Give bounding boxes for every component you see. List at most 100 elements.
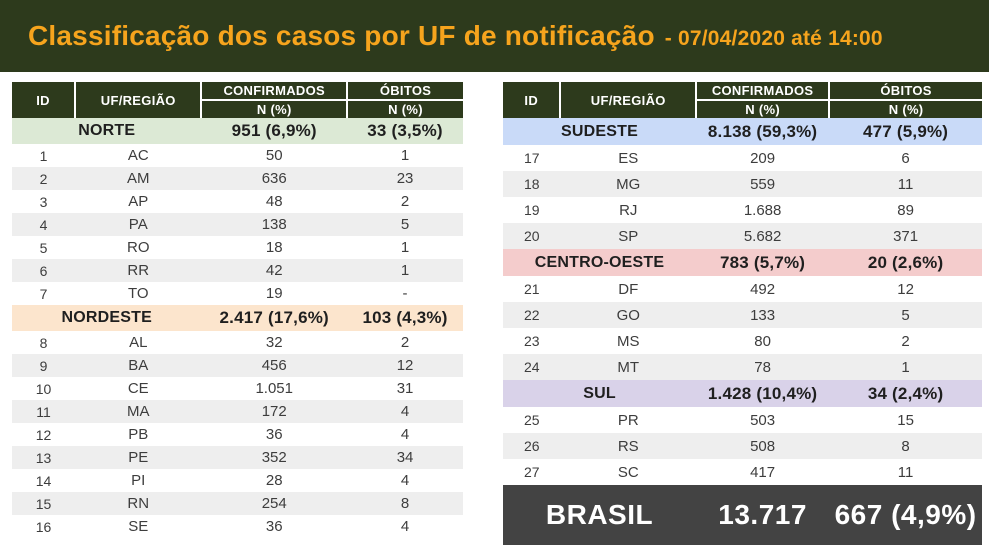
row-deaths-value: 34	[396, 449, 414, 466]
row-id: 17	[523, 150, 540, 166]
table-row: 5 RO 18 1	[12, 236, 463, 259]
row-id: 2	[39, 170, 48, 187]
row-id: 21	[523, 281, 540, 297]
region-deaths-value: 477 (5,9%)	[863, 121, 949, 141]
region-deaths-value: 20 (2,6%)	[867, 252, 944, 272]
row-id: 15	[35, 495, 52, 512]
page-subtitle: - 07/04/2020 até 14:00	[664, 27, 883, 50]
row-uf: PE	[128, 449, 149, 466]
row-id: 9	[39, 357, 48, 374]
row-uf: RR	[127, 262, 150, 279]
table-row: 26 RS 508 8	[503, 433, 982, 459]
row-uf: MG	[616, 175, 641, 193]
region-row: SUL 1.428 (10,4%) 34 (2,4%)	[503, 380, 982, 407]
row-deaths-value: 12	[396, 357, 414, 374]
column-header-obitos: ÓBITOS	[829, 82, 982, 101]
table-row: 16 SE 36 4	[12, 515, 463, 538]
row-deaths-value: 23	[396, 170, 414, 187]
region-row: CENTRO-OESTE 783 (5,7%) 20 (2,6%)	[503, 249, 982, 276]
uf-cases-table: ID UF/REGIÃO CONFIRMADOS ÓBITOS N (%) N (%) NO…	[12, 82, 463, 538]
row-uf: SE	[128, 518, 149, 535]
row-id: 12	[35, 426, 52, 443]
row-deaths-value: 2	[400, 193, 410, 210]
row-uf: PA	[128, 216, 148, 233]
row-confirmed-value: 28	[265, 472, 283, 489]
table-row: 24 MT 78 1	[503, 354, 982, 380]
row-confirmed-value: 19	[265, 285, 283, 302]
row-uf: AL	[129, 334, 148, 351]
row-confirmed-value: 32	[265, 334, 283, 351]
row-uf: RS	[617, 437, 639, 455]
row-confirmed-value: 503	[750, 411, 776, 429]
row-confirmed-value: 36	[265, 426, 283, 443]
region-confirmed-value: 2.417 (17,6%)	[219, 308, 329, 327]
row-id: 27	[523, 464, 540, 480]
row-deaths-value: 1	[400, 239, 410, 256]
uf-cases-table: ID UF/REGIÃO CONFIRMADOS ÓBITOS N (%) N (%) SU…	[503, 82, 982, 545]
row-id: 8	[39, 334, 48, 351]
row-confirmed-value: 209	[750, 149, 776, 167]
region-row: SUDESTE 8.138 (59,3%) 477 (5,9%)	[503, 118, 982, 145]
region-confirmed-value: 8.138 (59,3%)	[707, 121, 818, 141]
table-row: 15 RN 254 8	[12, 492, 463, 515]
table-row: 4 PA 138 5	[12, 213, 463, 236]
region-deaths-value: 34 (2,4%)	[867, 383, 944, 403]
row-confirmed-value: 1.051	[255, 380, 293, 397]
row-id: 19	[523, 202, 540, 218]
table-row: 18 MG 559 11	[503, 171, 982, 197]
table-body: SUDESTE 8.138 (59,3%) 477 (5,9%) 17 ES 209 6 18…	[503, 118, 982, 545]
column-header-uf-regiao: UF/REGIÃO	[75, 82, 203, 118]
row-id: 20	[523, 228, 540, 244]
row-uf: MT	[617, 358, 640, 376]
row-uf: CE	[127, 380, 149, 397]
column-header-confirmados: CONFIRMADOS	[696, 82, 831, 101]
row-deaths-value: 5	[400, 216, 410, 233]
row-uf: PB	[128, 426, 149, 443]
row-uf: BA	[128, 357, 149, 374]
region-confirmed-value: 951 (6,9%)	[231, 121, 317, 140]
table-row: 25 PR 503 15	[503, 407, 982, 433]
row-confirmed-value: 254	[261, 495, 287, 512]
region-deaths-value: 103 (4,3%)	[362, 308, 448, 327]
row-id: 10	[35, 380, 52, 397]
region-deaths-value: 33 (3,5%)	[367, 121, 443, 140]
region-label: SUL	[583, 384, 616, 402]
row-confirmed-value: 42	[265, 262, 283, 279]
row-uf: TO	[127, 285, 149, 302]
row-deaths-value: 2	[400, 334, 410, 351]
row-confirmed-value: 18	[265, 239, 283, 256]
region-label: NORDESTE	[61, 309, 152, 326]
cases-table-right: ID UF/REGIÃO CONFIRMADOS ÓBITOS N (%) N (%) SU…	[503, 82, 982, 545]
column-header-id: ID	[12, 82, 77, 118]
row-id: 18	[523, 176, 540, 192]
row-confirmed-value: 559	[750, 175, 776, 193]
row-deaths-value: 4	[400, 518, 410, 535]
row-deaths-value: 11	[897, 463, 914, 481]
region-confirmed-value: 1.428 (10,4%)	[707, 383, 818, 403]
row-uf: RJ	[619, 201, 638, 219]
row-id: 1	[39, 147, 48, 164]
table-row: 17 ES 209 6	[503, 145, 982, 171]
row-uf: RN	[127, 495, 150, 512]
row-id: 6	[39, 262, 48, 279]
row-confirmed-value: 80	[754, 332, 771, 350]
brasil-total-row: BRASIL 13.717 667 (4,9%)	[503, 485, 982, 545]
row-uf: MS	[616, 332, 640, 350]
row-deaths-value: 15	[897, 411, 914, 429]
row-uf: AP	[128, 193, 149, 210]
region-label: SUDESTE	[561, 122, 638, 140]
row-uf: PI	[131, 472, 146, 489]
row-confirmed-value: 78	[754, 358, 771, 376]
row-deaths-value: 4	[400, 403, 410, 420]
subheader-n-pct: N (%)	[347, 100, 463, 118]
row-id: 22	[523, 307, 540, 323]
region-row: NORTE 951 (6,9%) 33 (3,5%)	[12, 118, 463, 144]
row-uf: GO	[616, 306, 640, 324]
cases-table-left: ID UF/REGIÃO CONFIRMADOS ÓBITOS N (%) N (%) NO…	[12, 82, 463, 538]
table-row: 20 SP 5.682 371	[503, 223, 982, 249]
region-row: NORDESTE 2.417 (17,6%) 103 (4,3%)	[12, 305, 463, 331]
brasil-confirmed-value: 13.717	[718, 499, 807, 530]
region-label: CENTRO-OESTE	[534, 253, 665, 271]
page-title: Classificação dos casos por UF de notifi…	[28, 20, 655, 51]
table-row: 1 AC 50 1	[12, 144, 463, 167]
